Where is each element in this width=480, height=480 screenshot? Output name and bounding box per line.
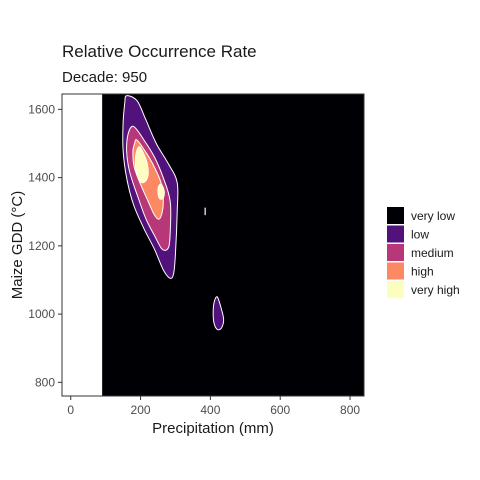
y-tick-label: 1000 xyxy=(28,307,55,321)
y-axis: 800 1000 1200 1400 1600 xyxy=(28,102,62,389)
plot-border xyxy=(61,93,365,397)
legend-label: very low xyxy=(411,209,455,223)
legend-key xyxy=(387,281,404,298)
chart-subtitle: Decade: 950 xyxy=(62,69,147,86)
legend: very low low medium high very high xyxy=(387,207,460,298)
y-tick-label: 1600 xyxy=(28,102,55,116)
legend-label: very high xyxy=(411,283,460,297)
legend-label: high xyxy=(411,265,434,279)
chart-title: Relative Occurrence Rate xyxy=(62,42,257,61)
legend-label: low xyxy=(411,228,429,242)
x-tick-label: 0 xyxy=(67,403,74,417)
x-axis-title: Precipitation (mm) xyxy=(152,420,274,437)
contour-region-4 xyxy=(157,183,165,200)
y-axis-title: Maize GDD (°C) xyxy=(9,191,26,300)
legend-key xyxy=(387,207,404,224)
legend-key xyxy=(387,244,404,261)
x-tick-label: 200 xyxy=(131,403,151,417)
legend-label: medium xyxy=(411,246,454,260)
x-axis: 0 200 400 600 800 xyxy=(67,396,360,417)
plot-area xyxy=(61,93,365,397)
legend-key xyxy=(387,262,404,280)
legend-key xyxy=(387,225,404,243)
y-tick-label: 800 xyxy=(35,375,55,389)
contour-region-3 xyxy=(134,146,149,184)
x-tick-label: 600 xyxy=(270,403,290,417)
contour-regions xyxy=(122,95,225,331)
x-tick-label: 400 xyxy=(200,403,220,417)
contour-region-5 xyxy=(212,296,225,331)
x-tick-label: 800 xyxy=(340,403,360,417)
y-tick-label: 1400 xyxy=(28,171,55,185)
y-tick-label: 1200 xyxy=(28,239,55,253)
